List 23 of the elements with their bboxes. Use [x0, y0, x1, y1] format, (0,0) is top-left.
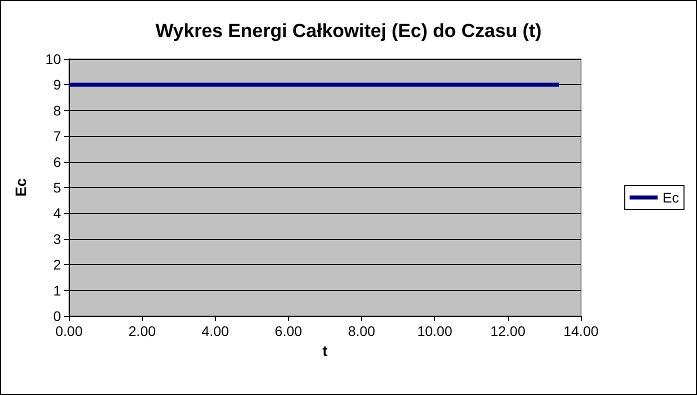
legend-label: Ec [662, 190, 680, 206]
y-tick-label: 8 [53, 102, 62, 118]
y-tick-label: 10 [45, 51, 62, 67]
y-tick-label: 6 [53, 154, 62, 170]
chart-title: Wykres Energi Całkowitej (Ec) do Czasu (t) [155, 21, 542, 42]
x-tick-label: 2.00 [128, 323, 156, 339]
y-tick-label: 3 [53, 230, 62, 247]
y-tick-label: 4 [53, 205, 62, 222]
y-tick-label: 5 [53, 180, 62, 196]
y-tick-label: 7 [53, 128, 62, 144]
x-tick-label: 0.00 [55, 323, 83, 339]
x-tick-label: 6.00 [274, 323, 302, 339]
x-tick-label: 12.00 [490, 323, 526, 339]
x-tick-label: 8.00 [348, 323, 376, 339]
y-tick-label: 2 [53, 256, 62, 273]
y-tick-label: 0 [53, 308, 62, 324]
y-axis-title: Ec [13, 178, 30, 197]
x-tick-label: 4.00 [202, 323, 230, 339]
x-tick-label: 10.00 [417, 323, 452, 339]
y-tick-label: 9 [53, 76, 62, 93]
x-axis-title: t [322, 343, 328, 360]
y-tick-label: 1 [53, 282, 62, 298]
x-tick-label: 14.00 [563, 323, 599, 339]
